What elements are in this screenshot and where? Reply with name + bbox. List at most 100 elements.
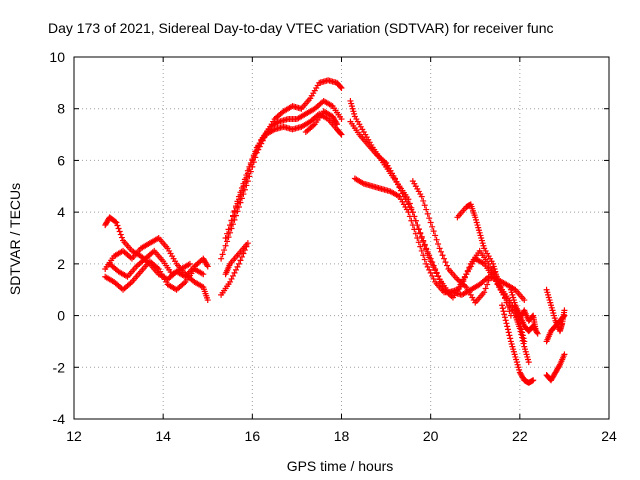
x-tick-label: 14 [155, 428, 171, 444]
data-point-marker [426, 254, 433, 261]
data-point-marker [519, 329, 526, 336]
data-point-marker [235, 193, 242, 200]
y-tick-label: 10 [49, 49, 65, 65]
data-point-marker [249, 156, 256, 163]
data-point-marker [424, 250, 431, 257]
x-tick-label: 24 [601, 428, 617, 444]
series-track-2 [102, 235, 211, 304]
data-point-marker [426, 266, 433, 273]
data-point-marker [116, 228, 123, 235]
series-track-17 [512, 304, 539, 332]
series-track-11 [347, 118, 528, 345]
data-point-marker [505, 329, 512, 336]
data-point-marker [532, 325, 539, 332]
data-point-marker [232, 203, 239, 210]
data-point-marker [186, 260, 193, 267]
data-point-marker [533, 329, 540, 336]
data-point-marker [235, 203, 242, 210]
data-point-marker [521, 338, 528, 345]
data-point-marker [503, 320, 510, 327]
y-axis-label: SDTVAR / TECUs [7, 183, 23, 295]
data-point-marker [501, 314, 508, 321]
data-point-marker [521, 297, 528, 304]
data-point-marker [433, 270, 440, 277]
series-track-19 [543, 312, 568, 345]
data-point-marker [338, 85, 345, 92]
data-point-marker [481, 289, 488, 296]
data-point-marker [561, 351, 568, 358]
chart-title: Day 173 of 2021, Sidereal Day-to-day VTE… [48, 20, 554, 36]
series-track-9 [302, 108, 341, 135]
data-point-marker [504, 323, 511, 330]
data-point-marker [204, 297, 211, 304]
data-point-marker [504, 303, 511, 310]
data-point-marker [441, 255, 448, 262]
data-point-marker [429, 261, 436, 268]
y-tick-label: 8 [57, 101, 65, 117]
data-point-marker [414, 235, 421, 241]
data-point-marker [333, 119, 340, 126]
data-point-marker [500, 308, 507, 315]
data-point-marker [118, 234, 125, 241]
data-point-marker [499, 302, 505, 309]
data-point-marker [399, 190, 406, 197]
data-point-marker [424, 263, 431, 270]
data-point-marker [338, 131, 345, 138]
data-point-marker [435, 273, 442, 280]
data-point-marker [432, 232, 439, 239]
data-point-marker [432, 267, 439, 274]
data-points [102, 77, 568, 386]
data-point-marker [222, 242, 229, 249]
data-point-marker [435, 241, 442, 248]
data-point-marker [396, 184, 403, 191]
data-point-marker [405, 209, 412, 216]
data-point-marker [534, 330, 541, 337]
data-point-marker [412, 230, 419, 237]
data-point-marker [427, 269, 434, 276]
data-point-marker [234, 198, 241, 205]
data-point-marker [520, 335, 527, 342]
data-point-marker [225, 226, 232, 233]
data-point-marker [506, 332, 513, 339]
data-point-marker [438, 248, 445, 255]
data-point-marker [415, 239, 422, 246]
data-point-marker [204, 262, 211, 269]
data-point-marker [556, 362, 563, 369]
data-point-marker [230, 272, 237, 279]
data-point-marker [228, 275, 235, 282]
data-point-marker [436, 245, 443, 252]
data-point-marker [240, 180, 247, 187]
data-point-marker [219, 251, 226, 258]
data-point-marker [503, 299, 510, 306]
data-point-marker [230, 212, 237, 219]
data-point-marker [200, 271, 207, 278]
data-point-marker [337, 84, 344, 91]
data-point-marker [525, 359, 532, 366]
data-point-marker [227, 222, 234, 229]
data-point-marker [232, 266, 239, 273]
data-point-marker [227, 229, 234, 236]
data-point-marker [237, 199, 244, 206]
data-point-marker [418, 247, 425, 254]
data-point-marker [408, 217, 415, 224]
data-point-marker [238, 185, 245, 192]
data-point-marker [420, 197, 427, 204]
data-point-marker [417, 243, 424, 250]
data-point-marker [338, 116, 345, 123]
series-track-10 [347, 97, 532, 366]
series-track-6 [218, 77, 345, 262]
data-point-marker [227, 278, 234, 285]
data-point-marker [507, 312, 514, 319]
x-tick-label: 20 [423, 428, 439, 444]
x-tick-label: 16 [245, 428, 261, 444]
data-point-marker [204, 263, 211, 270]
y-tick-label: -4 [53, 411, 66, 427]
data-point-marker [430, 228, 437, 235]
data-point-marker [238, 253, 245, 260]
data-point-marker [230, 221, 237, 228]
data-point-marker [502, 317, 509, 324]
data-point-marker [393, 178, 400, 185]
data-point-marker [221, 247, 228, 254]
